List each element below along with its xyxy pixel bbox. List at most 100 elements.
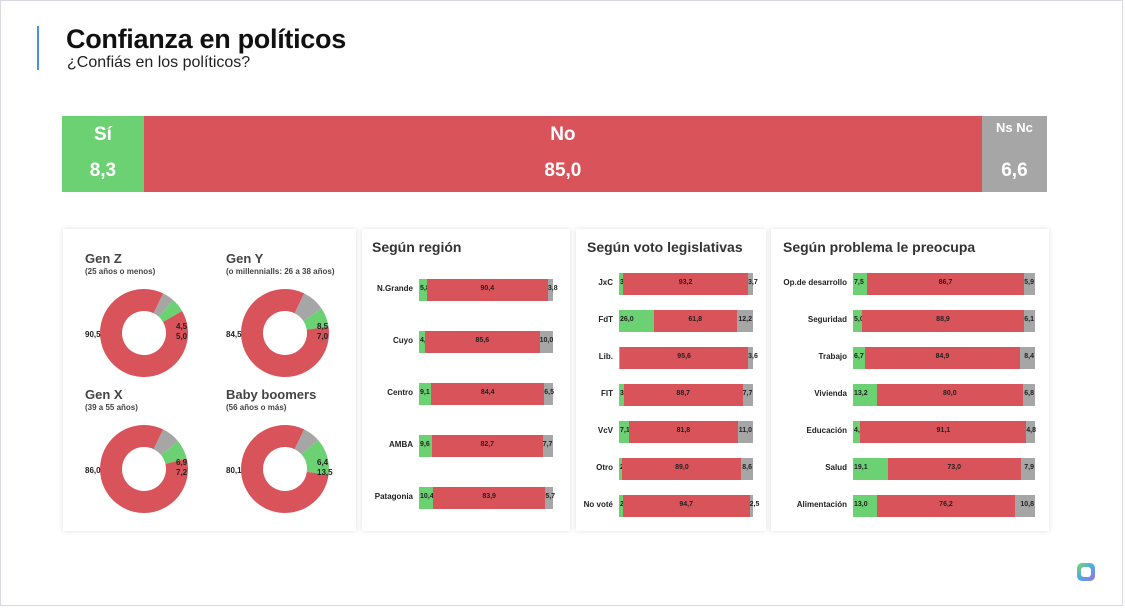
- donut-slice-si: [303, 308, 329, 330]
- bar-segment-ns: 3,6: [748, 347, 758, 369]
- row-bar: 2,894,72,5: [619, 495, 759, 517]
- bar-value-si: 19,1: [854, 464, 868, 471]
- donut-title: Gen Z: [85, 251, 122, 266]
- row-label: Centro: [387, 388, 413, 397]
- bar-value-ns: 10,8: [1020, 501, 1034, 508]
- row-bar: 3,193,23,7: [619, 273, 758, 295]
- panel-title-voto: Según voto legislativas: [587, 239, 743, 255]
- donut-value-no: 90,5: [85, 330, 101, 339]
- bar-segment-si: 4,5: [419, 331, 430, 353]
- donut-chart: [100, 425, 188, 513]
- bar-segment-ns: 8,4: [1019, 347, 1035, 369]
- donut-subtitle: (39 a 55 años): [85, 403, 138, 412]
- page-title: Confianza en políticos: [66, 24, 346, 54]
- bar-value-si: 10,4: [420, 493, 434, 500]
- bar-value-ns: 6,1: [1024, 316, 1034, 323]
- donut-value-si: 7,0: [317, 332, 329, 341]
- bar-value-ns: 7,7: [542, 441, 553, 448]
- bar-segment-ns: 7,9: [1020, 458, 1035, 480]
- overall-segment-si: Sí 8,3: [62, 116, 144, 192]
- donut-value-ns: 4,5: [176, 322, 188, 331]
- overall-segment-label: No: [550, 124, 576, 145]
- row-bar: 13,0 76,2 10,8: [853, 495, 1035, 517]
- donut-0: Gen Z (25 años o menos) 90,5 4,5 5,0: [85, 251, 188, 377]
- bar-segment-ns: 3,7: [748, 273, 758, 295]
- bar-value-no: 95,6: [677, 353, 691, 360]
- bar-value-no: 88,9: [936, 316, 950, 323]
- bar-segment-ns: 6,8: [1022, 384, 1035, 406]
- bar-segment-si: 5,0: [853, 310, 864, 332]
- bar-segment-ns: 2,5: [749, 495, 759, 517]
- bar-value-no: 84,9: [935, 353, 950, 360]
- row-label: Cuyo: [393, 336, 413, 345]
- donut-chart: [100, 289, 188, 377]
- bar-value-no: 94,7: [679, 501, 693, 508]
- brand-logo-icon: [1077, 563, 1095, 581]
- overall-segment-value: 8,3: [89, 160, 117, 181]
- row-bar: 4,5 85,6 10,0: [419, 331, 553, 353]
- overall-segment-value: 85,0: [544, 160, 582, 181]
- bar-value-ns: 6,8: [1024, 390, 1034, 397]
- row-label: Salud: [825, 463, 847, 472]
- bar-segment-no: 86,7: [866, 273, 1025, 295]
- bar-value-si: 9,1: [420, 389, 430, 396]
- bar-value-si: 13,0: [854, 501, 868, 508]
- bar-segment-ns: 4,8: [1026, 421, 1036, 443]
- bar-value-no: 76,2: [939, 501, 953, 508]
- donut-chart: [241, 425, 329, 513]
- row-bar: 4,1 91,1 4,8: [853, 421, 1036, 443]
- bar-segment-no: 94,7: [622, 495, 750, 517]
- donut-3: Baby boomers (56 años o más) 80,1 6,4 13,5: [226, 387, 333, 513]
- bar-value-no: 85,6: [475, 337, 490, 344]
- row-label: Otro: [596, 463, 613, 472]
- row-region: N.Grande 5,8 90,4 3,8: [377, 279, 558, 301]
- donut-value-si: 5,0: [176, 332, 188, 341]
- row-voto: VcV 7,1 81,8 11,0: [598, 421, 753, 443]
- bar-value-si: 13,2: [854, 390, 868, 397]
- bar-value-ns: 7,7: [742, 390, 753, 397]
- bar-segment-si: 13,0: [853, 495, 877, 517]
- bar-value-ns: 12,2: [738, 316, 752, 323]
- row-label: FdT: [598, 315, 613, 324]
- bar-segment-no: 90,4: [426, 279, 548, 301]
- bar-value-no: 73,0: [947, 464, 961, 471]
- bar-value-ns: 6,5: [544, 389, 555, 396]
- row-bar: 7,1 81,8 11,0: [619, 421, 753, 443]
- panel-problema: Según problema le preocupa Op.de desarro…: [771, 229, 1049, 531]
- bar-segment-ns: 5,9: [1024, 273, 1035, 295]
- bar-segment-ns: 5,7: [545, 487, 556, 509]
- row-voto: FdT 26,0 61,8 12,2: [598, 310, 753, 332]
- bar-segment-si: 10,4: [419, 487, 434, 509]
- bar-segment-ns: 3,8: [547, 279, 558, 301]
- row-problema: Educación 4,1 91,1 4,8: [807, 421, 1036, 443]
- row-bar: 9,1 84,4 6,5: [419, 383, 555, 405]
- bar-value-ns: 5,7: [545, 493, 556, 500]
- row-label: Seguridad: [807, 315, 847, 324]
- donut-2: Gen X (39 a 55 años) 86,0 6,9 7,2: [85, 387, 188, 513]
- row-region: Cuyo 4,5 85,6 10,0: [393, 331, 553, 353]
- donut-slice-si: [301, 440, 329, 475]
- row-label: Op.de desarrollo: [783, 278, 847, 287]
- bar-value-ns: 10,0: [539, 337, 554, 344]
- donut-value-ns: 6,4: [317, 458, 329, 467]
- bar-segment-si: 5,8: [419, 279, 430, 301]
- donut-slice-si: [160, 441, 187, 464]
- row-bar: 6,7 84,9 8,4: [853, 347, 1035, 369]
- bar-value-si: 5,8: [420, 285, 430, 292]
- row-bar: 9,6 82,7 7,7: [419, 435, 553, 457]
- overall-segment-label: Ns Nc: [996, 120, 1033, 135]
- row-voto: JxC3,193,23,7: [598, 273, 758, 295]
- bar-segment-no: 82,7: [431, 435, 543, 457]
- bar-segment-no: 95,6: [620, 347, 749, 369]
- bar-value-si: 5,0: [854, 316, 864, 323]
- bar-segment-no: 73,0: [887, 458, 1021, 480]
- bar-segment-si: 26,0: [619, 310, 654, 332]
- bar-segment-no: 84,4: [431, 383, 545, 405]
- panel-title-region: Según región: [372, 239, 462, 255]
- bar-value-ns: 3,8: [547, 285, 558, 292]
- bar-value-no: 82,7: [480, 441, 495, 448]
- row-label: Lib.: [598, 352, 613, 361]
- row-bar: 13,2 80,0 6,8: [853, 384, 1035, 406]
- panel-generaciones: Gen Z (25 años o menos) 90,5 4,5 5,0 Gen Y (o …: [63, 229, 356, 531]
